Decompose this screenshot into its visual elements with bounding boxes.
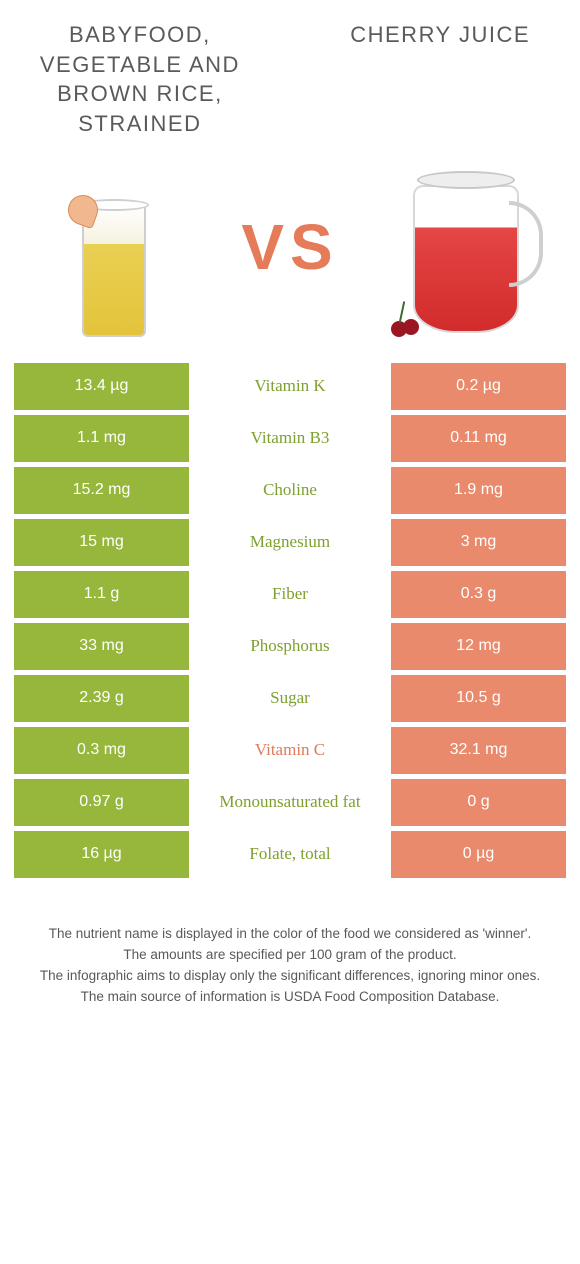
footer-line: The nutrient name is displayed in the co… <box>28 924 552 945</box>
right-value: 32.1 mg <box>391 727 566 774</box>
right-value: 10.5 g <box>391 675 566 722</box>
title-left: Babyfood, vegetable and brown rice, stra… <box>12 20 268 139</box>
nutrient-row: 15.2 mgCholine1.9 mg <box>14 467 566 514</box>
right-food-image <box>376 157 556 337</box>
footer-line: The amounts are specified per 100 gram o… <box>28 945 552 966</box>
right-value: 3 mg <box>391 519 566 566</box>
right-value: 0 g <box>391 779 566 826</box>
nutrient-row: 2.39 gSugar10.5 g <box>14 675 566 722</box>
right-value: 1.9 mg <box>391 467 566 514</box>
nutrient-label: Monounsaturated fat <box>189 779 391 826</box>
right-value: 0.3 g <box>391 571 566 618</box>
titles-row: Babyfood, vegetable and brown rice, stra… <box>12 20 568 139</box>
left-value: 13.4 µg <box>14 363 189 410</box>
glass-icon <box>82 205 146 337</box>
nutrient-label: Fiber <box>189 571 391 618</box>
nutrient-label: Vitamin C <box>189 727 391 774</box>
pitcher-icon <box>391 167 541 337</box>
nutrient-row: 1.1 gFiber0.3 g <box>14 571 566 618</box>
nutrient-label: Choline <box>189 467 391 514</box>
left-value: 1.1 g <box>14 571 189 618</box>
infographic-container: Babyfood, vegetable and brown rice, stra… <box>0 0 580 1007</box>
nutrient-row: 0.97 gMonounsaturated fat0 g <box>14 779 566 826</box>
left-value: 2.39 g <box>14 675 189 722</box>
nutrient-row: 16 µgFolate, total0 µg <box>14 831 566 878</box>
right-value: 0 µg <box>391 831 566 878</box>
nutrient-table: 13.4 µgVitamin K0.2 µg1.1 mgVitamin B30.… <box>12 363 568 878</box>
right-value: 0.2 µg <box>391 363 566 410</box>
left-food-image <box>24 157 204 337</box>
nutrient-row: 13.4 µgVitamin K0.2 µg <box>14 363 566 410</box>
left-value: 16 µg <box>14 831 189 878</box>
footer-line: The main source of information is USDA F… <box>28 987 552 1008</box>
nutrient-row: 0.3 mgVitamin C32.1 mg <box>14 727 566 774</box>
nutrient-row: 1.1 mgVitamin B30.11 mg <box>14 415 566 462</box>
left-value: 33 mg <box>14 623 189 670</box>
right-value: 0.11 mg <box>391 415 566 462</box>
left-value: 1.1 mg <box>14 415 189 462</box>
nutrient-label: Folate, total <box>189 831 391 878</box>
nutrient-label: Vitamin K <box>189 363 391 410</box>
nutrient-row: 33 mgPhosphorus12 mg <box>14 623 566 670</box>
footer-notes: The nutrient name is displayed in the co… <box>12 924 568 1008</box>
nutrient-label: Magnesium <box>189 519 391 566</box>
nutrient-row: 15 mgMagnesium3 mg <box>14 519 566 566</box>
left-value: 15 mg <box>14 519 189 566</box>
left-value: 15.2 mg <box>14 467 189 514</box>
images-row: VS <box>12 157 568 337</box>
title-right: Cherry juice <box>312 20 568 50</box>
vs-label: VS <box>241 210 338 284</box>
left-value: 0.3 mg <box>14 727 189 774</box>
left-value: 0.97 g <box>14 779 189 826</box>
nutrient-label: Vitamin B3 <box>189 415 391 462</box>
nutrient-label: Phosphorus <box>189 623 391 670</box>
nutrient-label: Sugar <box>189 675 391 722</box>
footer-line: The infographic aims to display only the… <box>28 966 552 987</box>
right-value: 12 mg <box>391 623 566 670</box>
